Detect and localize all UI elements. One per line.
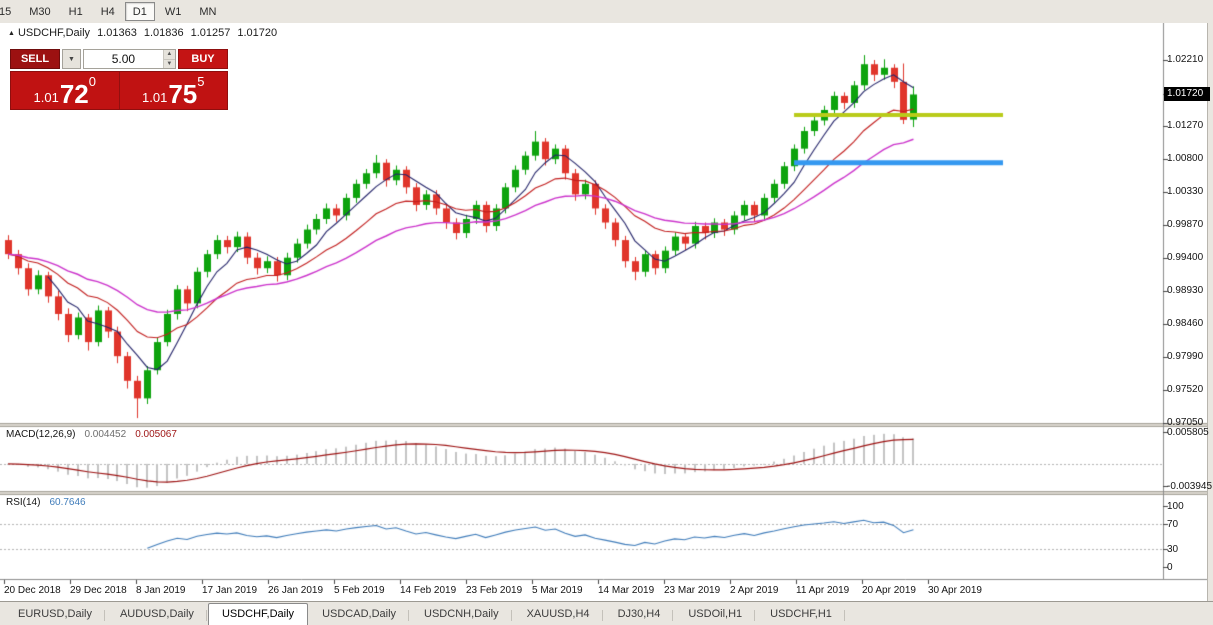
- ohlc-high: 1.01836: [143, 27, 184, 39]
- timeframe-button-h1[interactable]: H1: [61, 2, 91, 21]
- chart-tab-usdchf-daily[interactable]: USDCHF,Daily: [207, 603, 309, 625]
- chart-tab-dj30-h4[interactable]: DJ30,H4: [604, 603, 675, 625]
- timeframe-button-d1[interactable]: D1: [124, 2, 155, 21]
- chart-tab-eurusd-daily[interactable]: EURUSD,Daily: [4, 603, 106, 625]
- buy-price[interactable]: 1.01 75 5: [120, 72, 228, 109]
- rsi-indicator-label: RSI(14) 60.7646: [6, 497, 86, 508]
- chart-tab-audusd-daily[interactable]: AUDUSD,Daily: [106, 603, 208, 625]
- timeframe-button-mn[interactable]: MN: [191, 2, 224, 21]
- window-right-strip: [1207, 23, 1213, 601]
- buy-price-prefix: 1.01: [142, 89, 168, 105]
- macd-indicator-label: MACD(12,26,9) 0.004452 0.005067: [6, 429, 177, 440]
- current-price-badge: 1.01720: [1164, 87, 1210, 102]
- order-type-dropdown-button[interactable]: ▼: [62, 49, 81, 69]
- chevron-down-icon: ▼: [68, 55, 75, 63]
- buy-price-sup: 5: [197, 74, 205, 89]
- chart-tab-usdcad-daily[interactable]: USDCAD,Daily: [308, 603, 410, 625]
- sell-price-prefix: 1.01: [33, 89, 59, 105]
- timeframe-toolbar: 15 M30 H1 H4 D1 W1 MN: [0, 0, 1213, 24]
- sell-price-big: 72: [59, 78, 89, 109]
- price-chart-canvas[interactable]: [0, 23, 1207, 601]
- volume-spinner: ▲ ▼: [162, 50, 175, 68]
- chart-tab-usdcnh-daily[interactable]: USDCNH,Daily: [410, 603, 513, 625]
- sell-price-sup: 0: [88, 74, 96, 89]
- macd-name: MACD(12,26,9): [6, 429, 76, 440]
- ohlc-close: 1.01720: [237, 27, 278, 39]
- ohlc-low: 1.01257: [190, 27, 231, 39]
- volume-box: ▲ ▼: [83, 49, 176, 69]
- timeframe-button-w1[interactable]: W1: [157, 2, 190, 21]
- timeframe-button-m30[interactable]: M30: [21, 2, 58, 21]
- volume-input[interactable]: [84, 50, 163, 68]
- chart-tabs-bar: EURUSD,Daily AUDUSD,Daily USDCHF,Daily USDC…: [0, 601, 1213, 625]
- sell-button[interactable]: SELL: [10, 49, 60, 69]
- chart-tab-usdoil-h1[interactable]: USDOil,H1: [674, 603, 756, 625]
- macd-main-value: 0.004452: [84, 429, 127, 440]
- chart-title: ▲ USDCHF,Daily 1.01363 1.01836 1.01257 1…: [8, 27, 277, 39]
- timeframe-button-15[interactable]: 15: [0, 2, 19, 21]
- rsi-name: RSI(14): [6, 497, 41, 508]
- bid-ask-panel: 1.01 72 0 1.01 75 5: [10, 71, 228, 110]
- timeframe-button-h4[interactable]: H4: [93, 2, 123, 21]
- macd-signal-value: 0.005067: [135, 429, 177, 440]
- volume-down-button[interactable]: ▼: [163, 59, 175, 68]
- rsi-value: 60.7646: [49, 497, 86, 508]
- volume-up-button[interactable]: ▲: [163, 50, 175, 60]
- chart-tab-usdchf-h1[interactable]: USDCHF,H1: [756, 603, 846, 625]
- buy-button[interactable]: BUY: [178, 49, 228, 69]
- buy-price-big: 75: [168, 78, 198, 109]
- chart-marker-icon: ▲: [8, 29, 15, 37]
- chart-tab-xauusd-h4[interactable]: XAUUSD,H4: [513, 603, 604, 625]
- ohlc-open: 1.01363: [97, 27, 137, 39]
- sell-price[interactable]: 1.01 72 0: [11, 72, 120, 109]
- chart-symbol-period: USDCHF,Daily: [17, 27, 91, 39]
- chart-window: ▲ USDCHF,Daily 1.01363 1.01836 1.01257 1…: [0, 23, 1212, 601]
- one-click-trading-panel: SELL ▼ ▲ ▼ BUY 1.01 72 0 1.01 75 5: [10, 49, 228, 110]
